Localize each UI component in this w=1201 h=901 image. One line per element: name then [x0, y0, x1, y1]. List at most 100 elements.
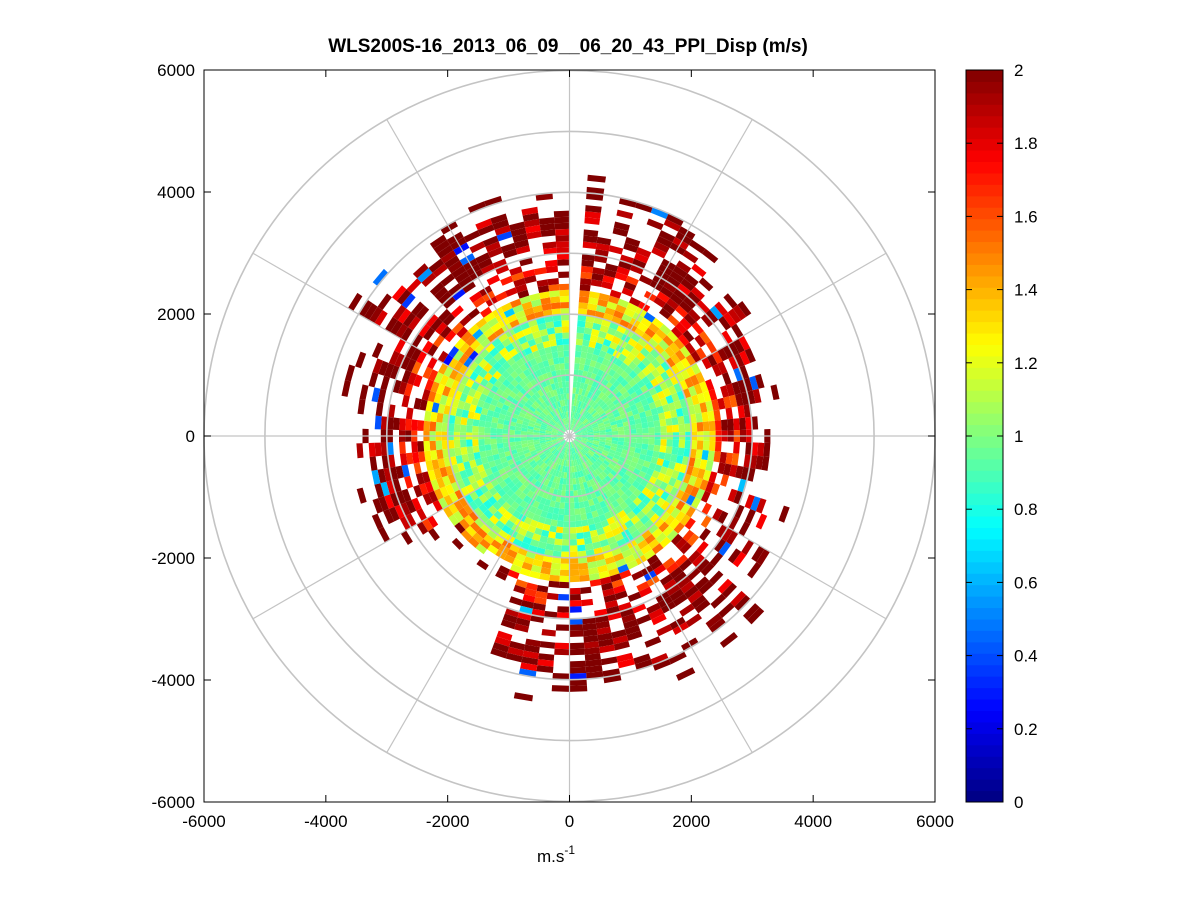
data-cell — [479, 470, 488, 479]
data-cell — [713, 451, 721, 463]
data-cell — [394, 353, 406, 368]
data-cell — [473, 472, 482, 482]
data-cell — [521, 440, 528, 445]
data-cell — [662, 525, 674, 537]
colorbar-band — [966, 619, 1003, 631]
data-cell — [559, 406, 563, 414]
data-cell — [523, 218, 540, 228]
data-cell — [569, 569, 580, 577]
data-cell — [535, 407, 543, 414]
data-cell — [574, 508, 581, 515]
data-cell — [599, 454, 607, 460]
colorbar-band — [966, 573, 1003, 586]
data-cell — [671, 446, 679, 455]
data-cell — [507, 481, 516, 489]
data-cell — [719, 632, 738, 648]
data-cell — [655, 328, 667, 340]
data-cell — [483, 352, 494, 363]
data-cell — [605, 466, 613, 473]
data-cell — [619, 477, 628, 485]
data-cell — [548, 453, 554, 460]
data-cell — [451, 265, 467, 279]
data-cell — [556, 477, 561, 484]
data-cell — [536, 585, 549, 593]
data-cell — [738, 365, 750, 380]
data-cell — [484, 195, 503, 207]
data-cell — [723, 293, 738, 309]
data-cell — [671, 533, 683, 546]
data-cell — [640, 317, 652, 328]
data-cell — [624, 374, 633, 383]
data-cell — [563, 459, 567, 467]
x-tick-label: -4000 — [304, 812, 347, 831]
data-cell — [529, 324, 540, 333]
data-cell — [607, 414, 615, 420]
data-cell — [579, 401, 585, 409]
data-cell — [672, 439, 680, 448]
data-cell — [751, 416, 759, 430]
data-cell — [599, 539, 610, 548]
data-cell — [546, 537, 556, 545]
data-cell — [514, 623, 529, 633]
data-cell — [576, 458, 580, 466]
data-cell — [577, 422, 583, 428]
data-cell — [691, 466, 700, 478]
data-cell — [632, 603, 647, 614]
data-cell — [556, 375, 562, 383]
colorbar: 21.81.61.41.210.80.60.40.20 — [965, 61, 1038, 812]
data-cell — [579, 482, 585, 490]
data-cell — [539, 573, 550, 581]
data-cell — [628, 493, 638, 502]
data-cell — [546, 512, 553, 520]
data-cell — [727, 418, 734, 431]
data-cell — [544, 399, 551, 407]
data-cell — [575, 437, 582, 440]
colorbar-band — [966, 298, 1003, 311]
data-cell — [519, 500, 528, 509]
data-cell — [522, 420, 529, 426]
data-cell — [532, 412, 540, 418]
data-cell — [483, 509, 494, 520]
data-cell — [503, 419, 511, 426]
data-cell — [574, 502, 580, 509]
data-cell — [524, 275, 537, 284]
data-cell — [581, 519, 589, 527]
data-cell — [545, 265, 558, 274]
data-cell — [441, 440, 449, 450]
data-cell — [580, 488, 587, 496]
data-cell — [687, 567, 701, 581]
data-cell — [508, 473, 517, 481]
data-cell — [558, 483, 563, 491]
data-cell — [552, 550, 562, 558]
data-cell — [588, 365, 595, 373]
data-cell — [594, 468, 601, 476]
data-cell — [576, 406, 580, 414]
data-cell — [525, 411, 533, 418]
data-cell — [396, 289, 412, 305]
data-cell — [601, 452, 608, 458]
colorbar-band — [966, 92, 1003, 105]
data-cell — [539, 440, 546, 444]
data-cell — [591, 484, 599, 492]
colorbar-band — [966, 150, 1003, 162]
data-cell — [495, 520, 505, 530]
data-cell — [512, 353, 522, 363]
data-cell — [511, 272, 525, 282]
data-cell — [605, 374, 613, 382]
data-cell — [484, 342, 496, 353]
data-cell — [549, 290, 560, 298]
data-cell — [488, 404, 497, 412]
data-cell — [498, 413, 506, 420]
data-cell — [663, 219, 681, 232]
data-cell — [487, 247, 503, 258]
data-cell — [616, 480, 624, 489]
data-cell — [573, 399, 578, 407]
data-cell — [590, 409, 597, 416]
data-cell — [634, 418, 642, 425]
y-tick-label: -6000 — [152, 793, 195, 812]
data-cell — [469, 521, 481, 533]
data-cell — [582, 617, 596, 625]
data-cell — [427, 390, 437, 403]
data-cell — [567, 466, 570, 473]
data-cell — [673, 400, 682, 410]
